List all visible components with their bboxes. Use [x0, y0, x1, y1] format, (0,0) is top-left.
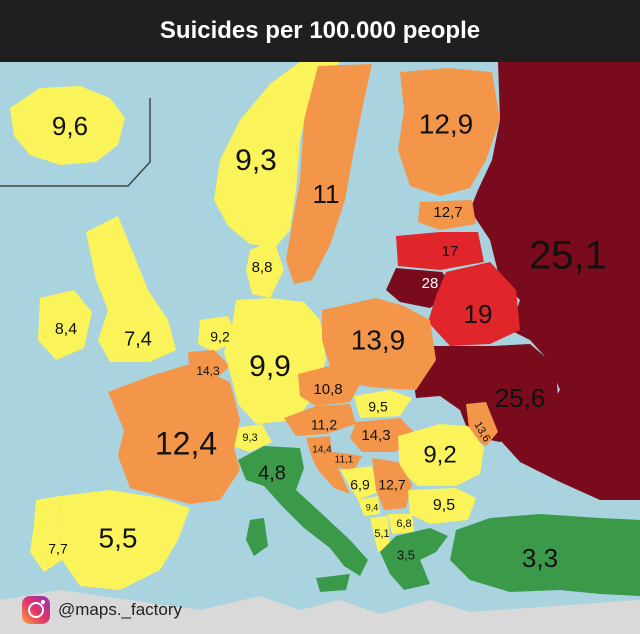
iceland-inset-frame [0, 98, 151, 187]
label-ireland: 8,4 [55, 321, 77, 338]
region-switzerland [232, 424, 272, 452]
region-sardinia [246, 518, 268, 556]
region-ukraine [412, 344, 558, 442]
label-finland: 12,9 [419, 108, 474, 139]
label-norway: 9,3 [235, 144, 277, 177]
label-netherlands: 9,2 [210, 329, 230, 345]
label-greece: 3,5 [397, 547, 415, 562]
label-serbia: 12,7 [378, 477, 405, 493]
label-estonia: 12,7 [433, 204, 462, 221]
region-slovenia [306, 436, 332, 458]
africa-land [0, 590, 640, 634]
region-turkey [450, 514, 640, 596]
region-slovakia [354, 390, 412, 418]
region-spain [58, 490, 190, 590]
label-france: 12,4 [155, 425, 217, 461]
label-romania: 9,2 [423, 441, 456, 468]
label-denmark: 8,8 [252, 259, 273, 276]
region-north-macedonia [388, 514, 414, 534]
region-italy [238, 446, 368, 576]
region-latvia [396, 232, 484, 270]
region-serbia [372, 458, 412, 510]
region-denmark [246, 240, 284, 298]
region-belarus [428, 262, 520, 346]
label-belgium: 14,3 [196, 364, 220, 378]
label-bulgaria: 9,5 [433, 497, 455, 514]
label-russia: 25,1 [529, 234, 607, 278]
label-uk: 7,4 [124, 328, 152, 350]
region-poland [322, 298, 436, 390]
region-bosnia [340, 466, 378, 500]
label-austria: 11,2 [311, 417, 337, 433]
region-montenegro [358, 496, 380, 516]
label-germany: 9,9 [249, 350, 291, 383]
region-estonia [418, 200, 476, 230]
region-czechia [298, 366, 360, 406]
region-iceland [10, 86, 125, 165]
region-france [108, 364, 240, 504]
instagram-icon [22, 596, 50, 624]
label-albania: 5,1 [374, 528, 389, 540]
region-norway [214, 62, 340, 248]
region-sicily [316, 574, 350, 592]
region-austria [284, 404, 356, 436]
label-latvia: 17 [442, 243, 459, 260]
credit-handle: @maps._factory [58, 600, 183, 619]
region-portugal [30, 496, 62, 572]
region-russia [470, 62, 640, 500]
credit: @maps._factory [22, 596, 182, 624]
map-title: Suicides per 100.000 people [159, 17, 481, 44]
region-hungary [350, 418, 414, 452]
label-spain: 5,5 [99, 522, 138, 553]
label-hungary: 14,3 [361, 427, 390, 444]
label-iceland: 9,6 [52, 111, 88, 141]
label-portugal: 7,7 [48, 541, 68, 557]
region-croatia [312, 452, 362, 494]
region-finland [398, 68, 500, 196]
label-montenegro: 9,4 [366, 502, 379, 512]
label-turkey: 3,3 [522, 543, 558, 573]
region-uk [86, 216, 176, 362]
label-lithuania: 28 [422, 275, 439, 292]
label-slovenia: 14,4 [312, 445, 332, 456]
label-poland: 13,9 [351, 324, 406, 355]
region-romania [398, 424, 484, 486]
region-bulgaria [408, 488, 476, 524]
title-bar: Suicides per 100.000 people [0, 0, 640, 62]
label-croatia: 11,1 [335, 455, 354, 466]
label-slovakia: 9,5 [368, 399, 388, 415]
label-belarus: 19 [464, 299, 493, 329]
label-italy: 4,8 [258, 462, 286, 484]
label-ukraine: 25,6 [495, 383, 546, 413]
region-albania [370, 516, 390, 552]
region-sweden [286, 64, 372, 284]
label-sweden: 11 [313, 179, 340, 209]
region-greece [380, 528, 448, 590]
region-ireland [38, 290, 92, 360]
label-bosnia: 6,9 [350, 477, 370, 493]
label-switzerland: 9,3 [242, 432, 257, 444]
label-north-macedonia: 6,8 [396, 518, 411, 530]
label-czechia: 10,8 [313, 381, 342, 398]
